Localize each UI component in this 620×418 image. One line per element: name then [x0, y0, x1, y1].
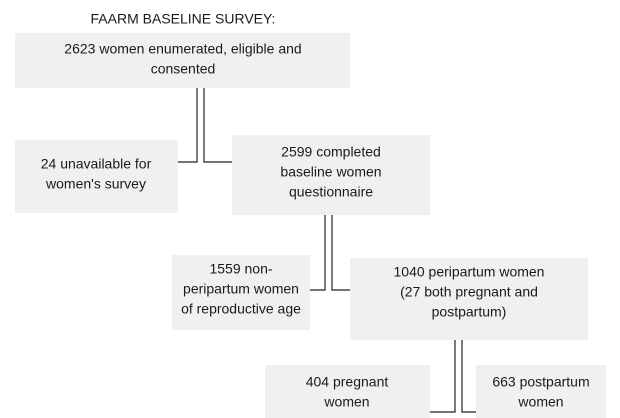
node-text: 404 pregnant	[306, 374, 389, 390]
node-text: (27 both pregnant and	[400, 284, 538, 300]
node-box	[15, 33, 350, 88]
node-text: of reproductive age	[181, 301, 301, 317]
node-box	[476, 365, 606, 418]
node-text: postpartum)	[432, 304, 507, 320]
node-text: 1040 peripartum women	[394, 264, 545, 280]
node-box	[350, 258, 588, 340]
node-box	[172, 255, 310, 330]
node-text: women	[517, 394, 563, 410]
node-box	[15, 140, 178, 213]
node-text: 1559 non-	[209, 261, 272, 277]
node-text: 663 postpartum	[492, 374, 589, 390]
node-text: 24 unavailable for	[41, 156, 152, 172]
connector	[310, 215, 350, 291]
node-box	[265, 365, 430, 418]
node-text: baseline women	[280, 164, 381, 180]
node-text: questionnaire	[289, 184, 373, 200]
diagram-title: FAARM BASELINE SURVEY:	[91, 11, 276, 27]
connector	[178, 88, 232, 163]
connector	[430, 340, 476, 413]
node-box	[232, 135, 430, 215]
node-text: women's survey	[45, 176, 146, 192]
node-text: peripartum women	[183, 281, 299, 297]
node-text: 2599 completed	[281, 144, 381, 160]
node-text: consented	[151, 61, 216, 77]
node-text: women	[323, 394, 369, 410]
node-text: 2623 women enumerated, eligible and	[64, 41, 301, 57]
